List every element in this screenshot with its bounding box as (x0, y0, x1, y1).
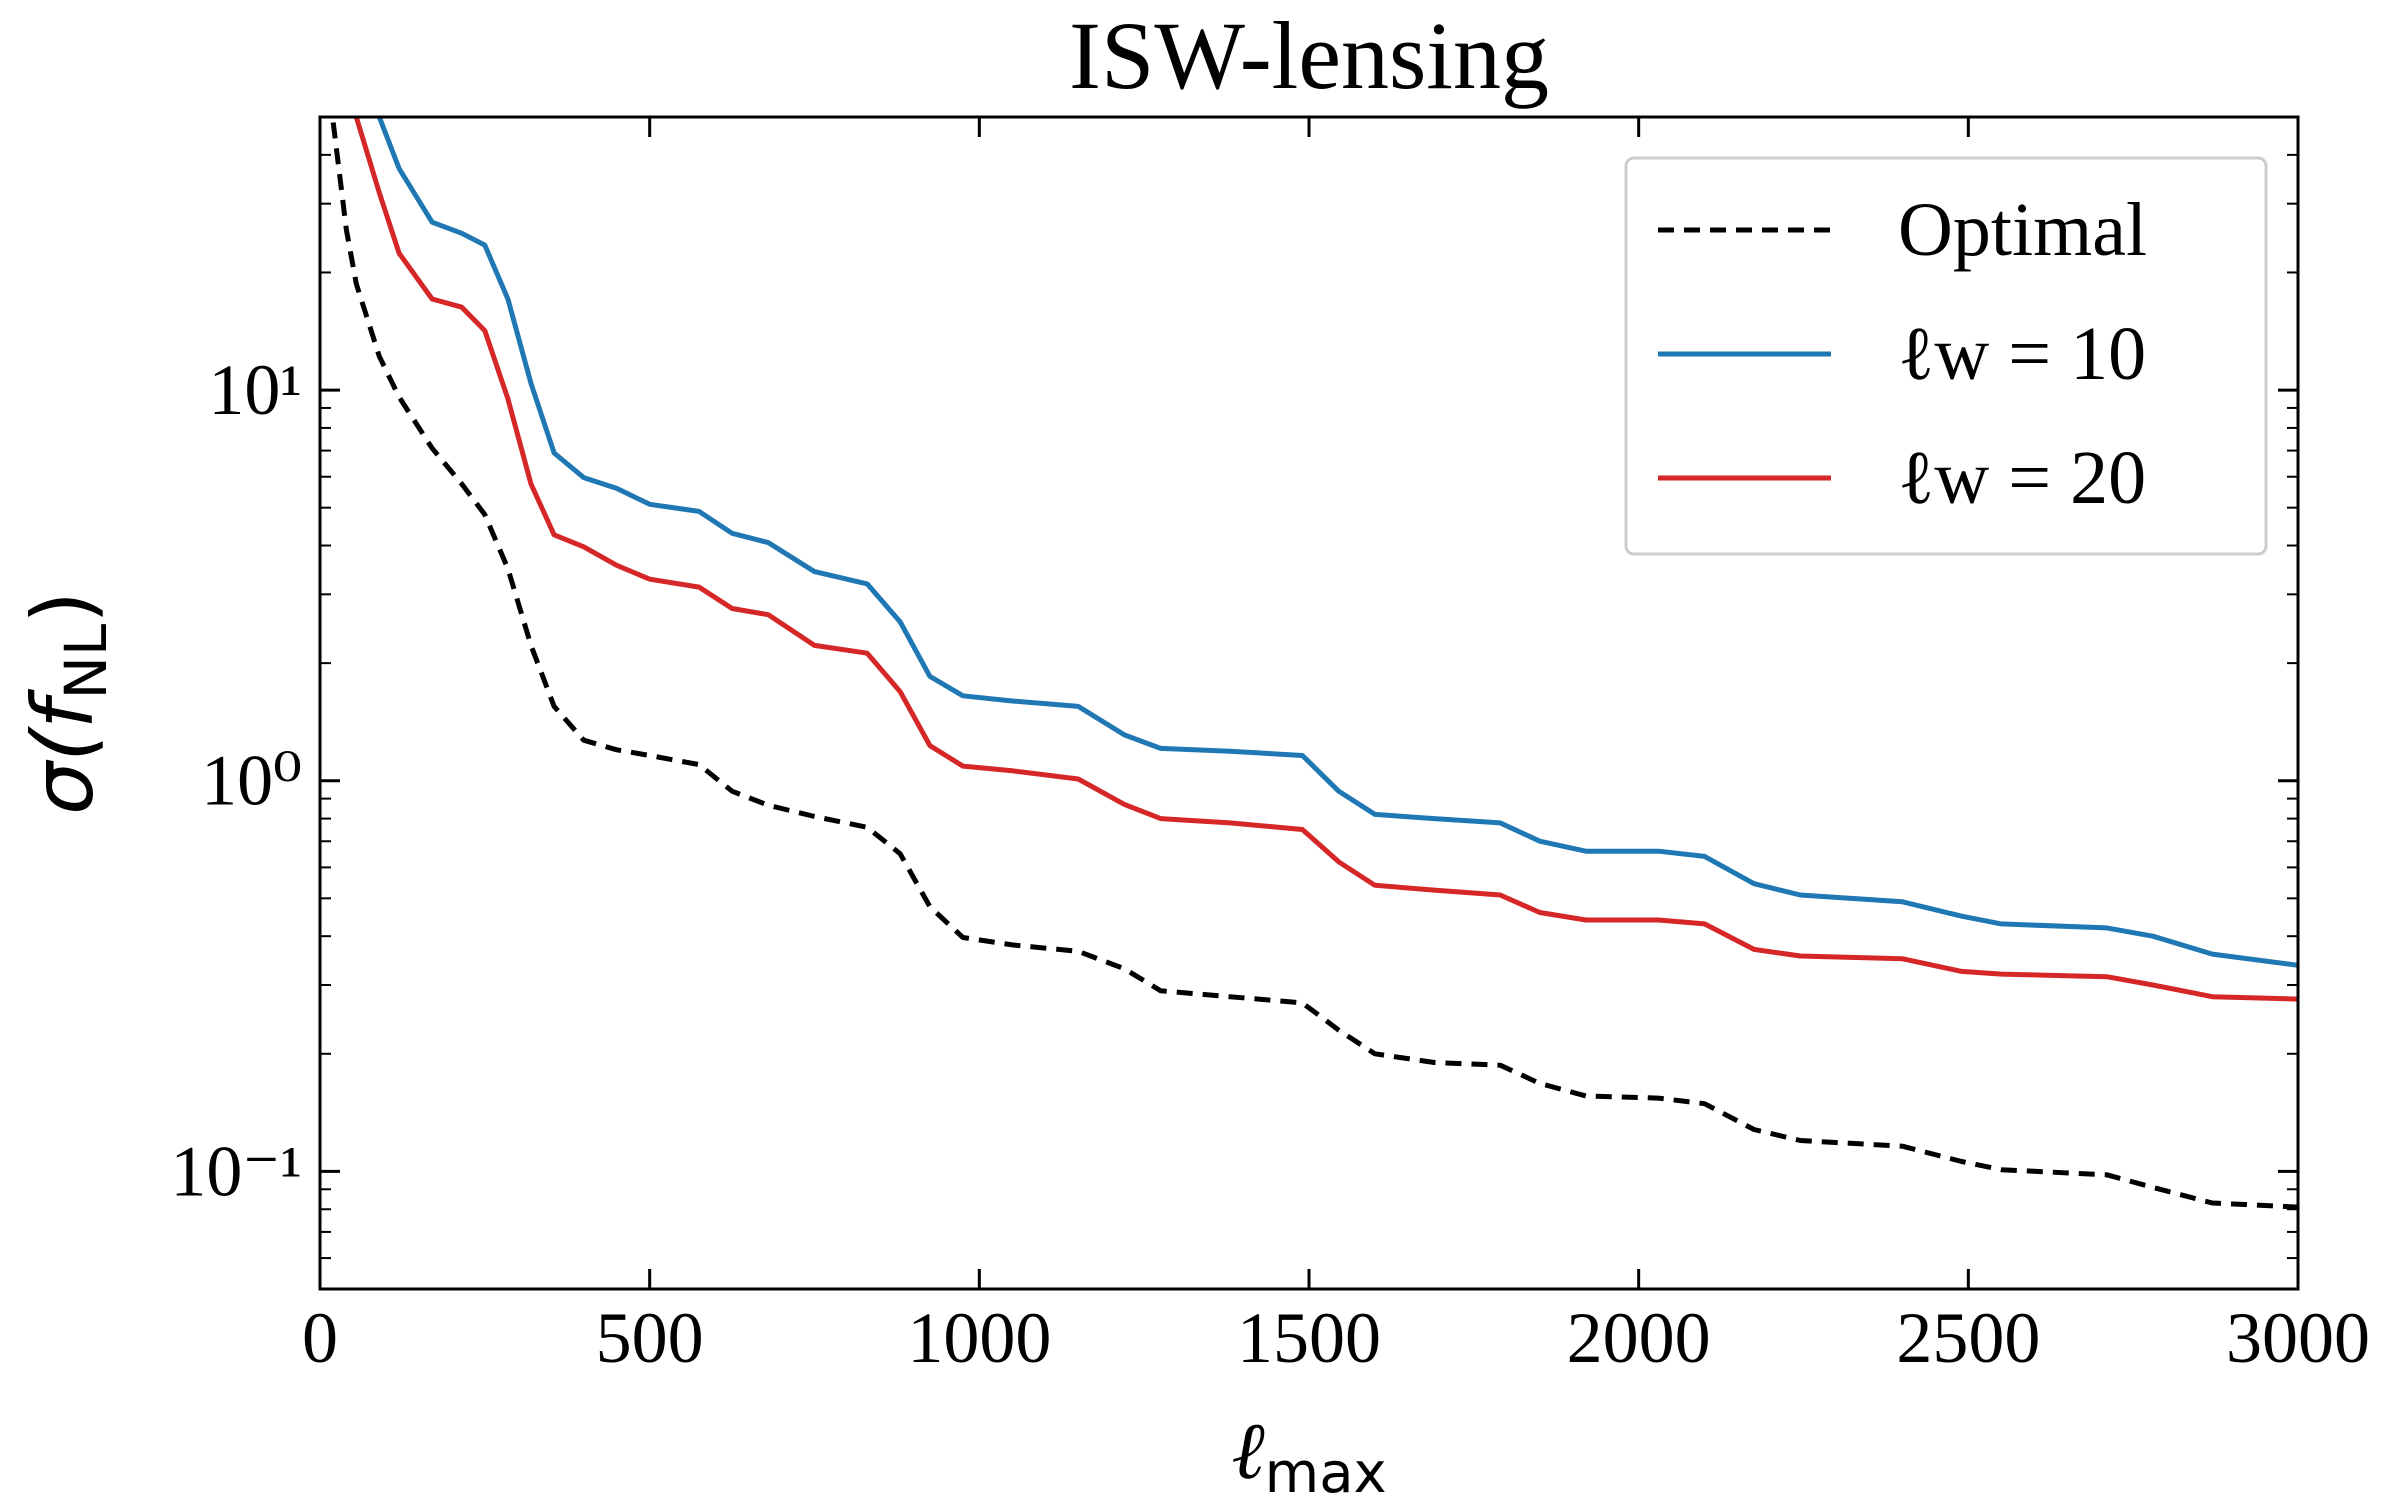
x-tick-label: 500 (596, 1298, 704, 1378)
y-tick-label: 10⁰ (201, 741, 302, 821)
x-axis-label: ℓmax (1231, 1404, 1386, 1500)
y-tick-label: 10⁻¹ (170, 1131, 302, 1211)
y-axis-label: σ(fNL) (14, 591, 120, 815)
legend: Optimal ℓw = 10 ℓw = 20 (1624, 156, 2268, 556)
x-tick-label: 1000 (907, 1298, 1051, 1378)
y-axis-label-base: σ(f (14, 688, 112, 815)
series-line (353, 117, 2298, 1002)
series-group (330, 117, 2298, 1210)
y-axis-label-tail: ) (14, 591, 112, 624)
x-tick-label: 1500 (1237, 1298, 1381, 1378)
x-axis-label-base: ℓ (1231, 1404, 1264, 1497)
x-tick-label: 3000 (2226, 1298, 2370, 1378)
legend-label: ℓw = 10 (1898, 312, 2146, 396)
series-line (376, 117, 2298, 968)
series-line (330, 122, 2298, 1210)
legend-label: Optimal (1898, 188, 2147, 272)
chart-title: ISW-lensing (1069, 2, 1549, 109)
x-axis-label-sub: max (1265, 1441, 1387, 1500)
x-tick-label: 2000 (1567, 1298, 1711, 1378)
legend-frame (1624, 156, 2268, 556)
x-tick-label: 0 (302, 1298, 338, 1378)
legend-label: ℓw = 20 (1898, 436, 2146, 520)
y-axis-label-sub: NL (52, 624, 120, 700)
plot-area (330, 117, 2298, 1210)
y-tick-label: 10¹ (208, 350, 302, 430)
x-tick-label: 2500 (1896, 1298, 2040, 1378)
